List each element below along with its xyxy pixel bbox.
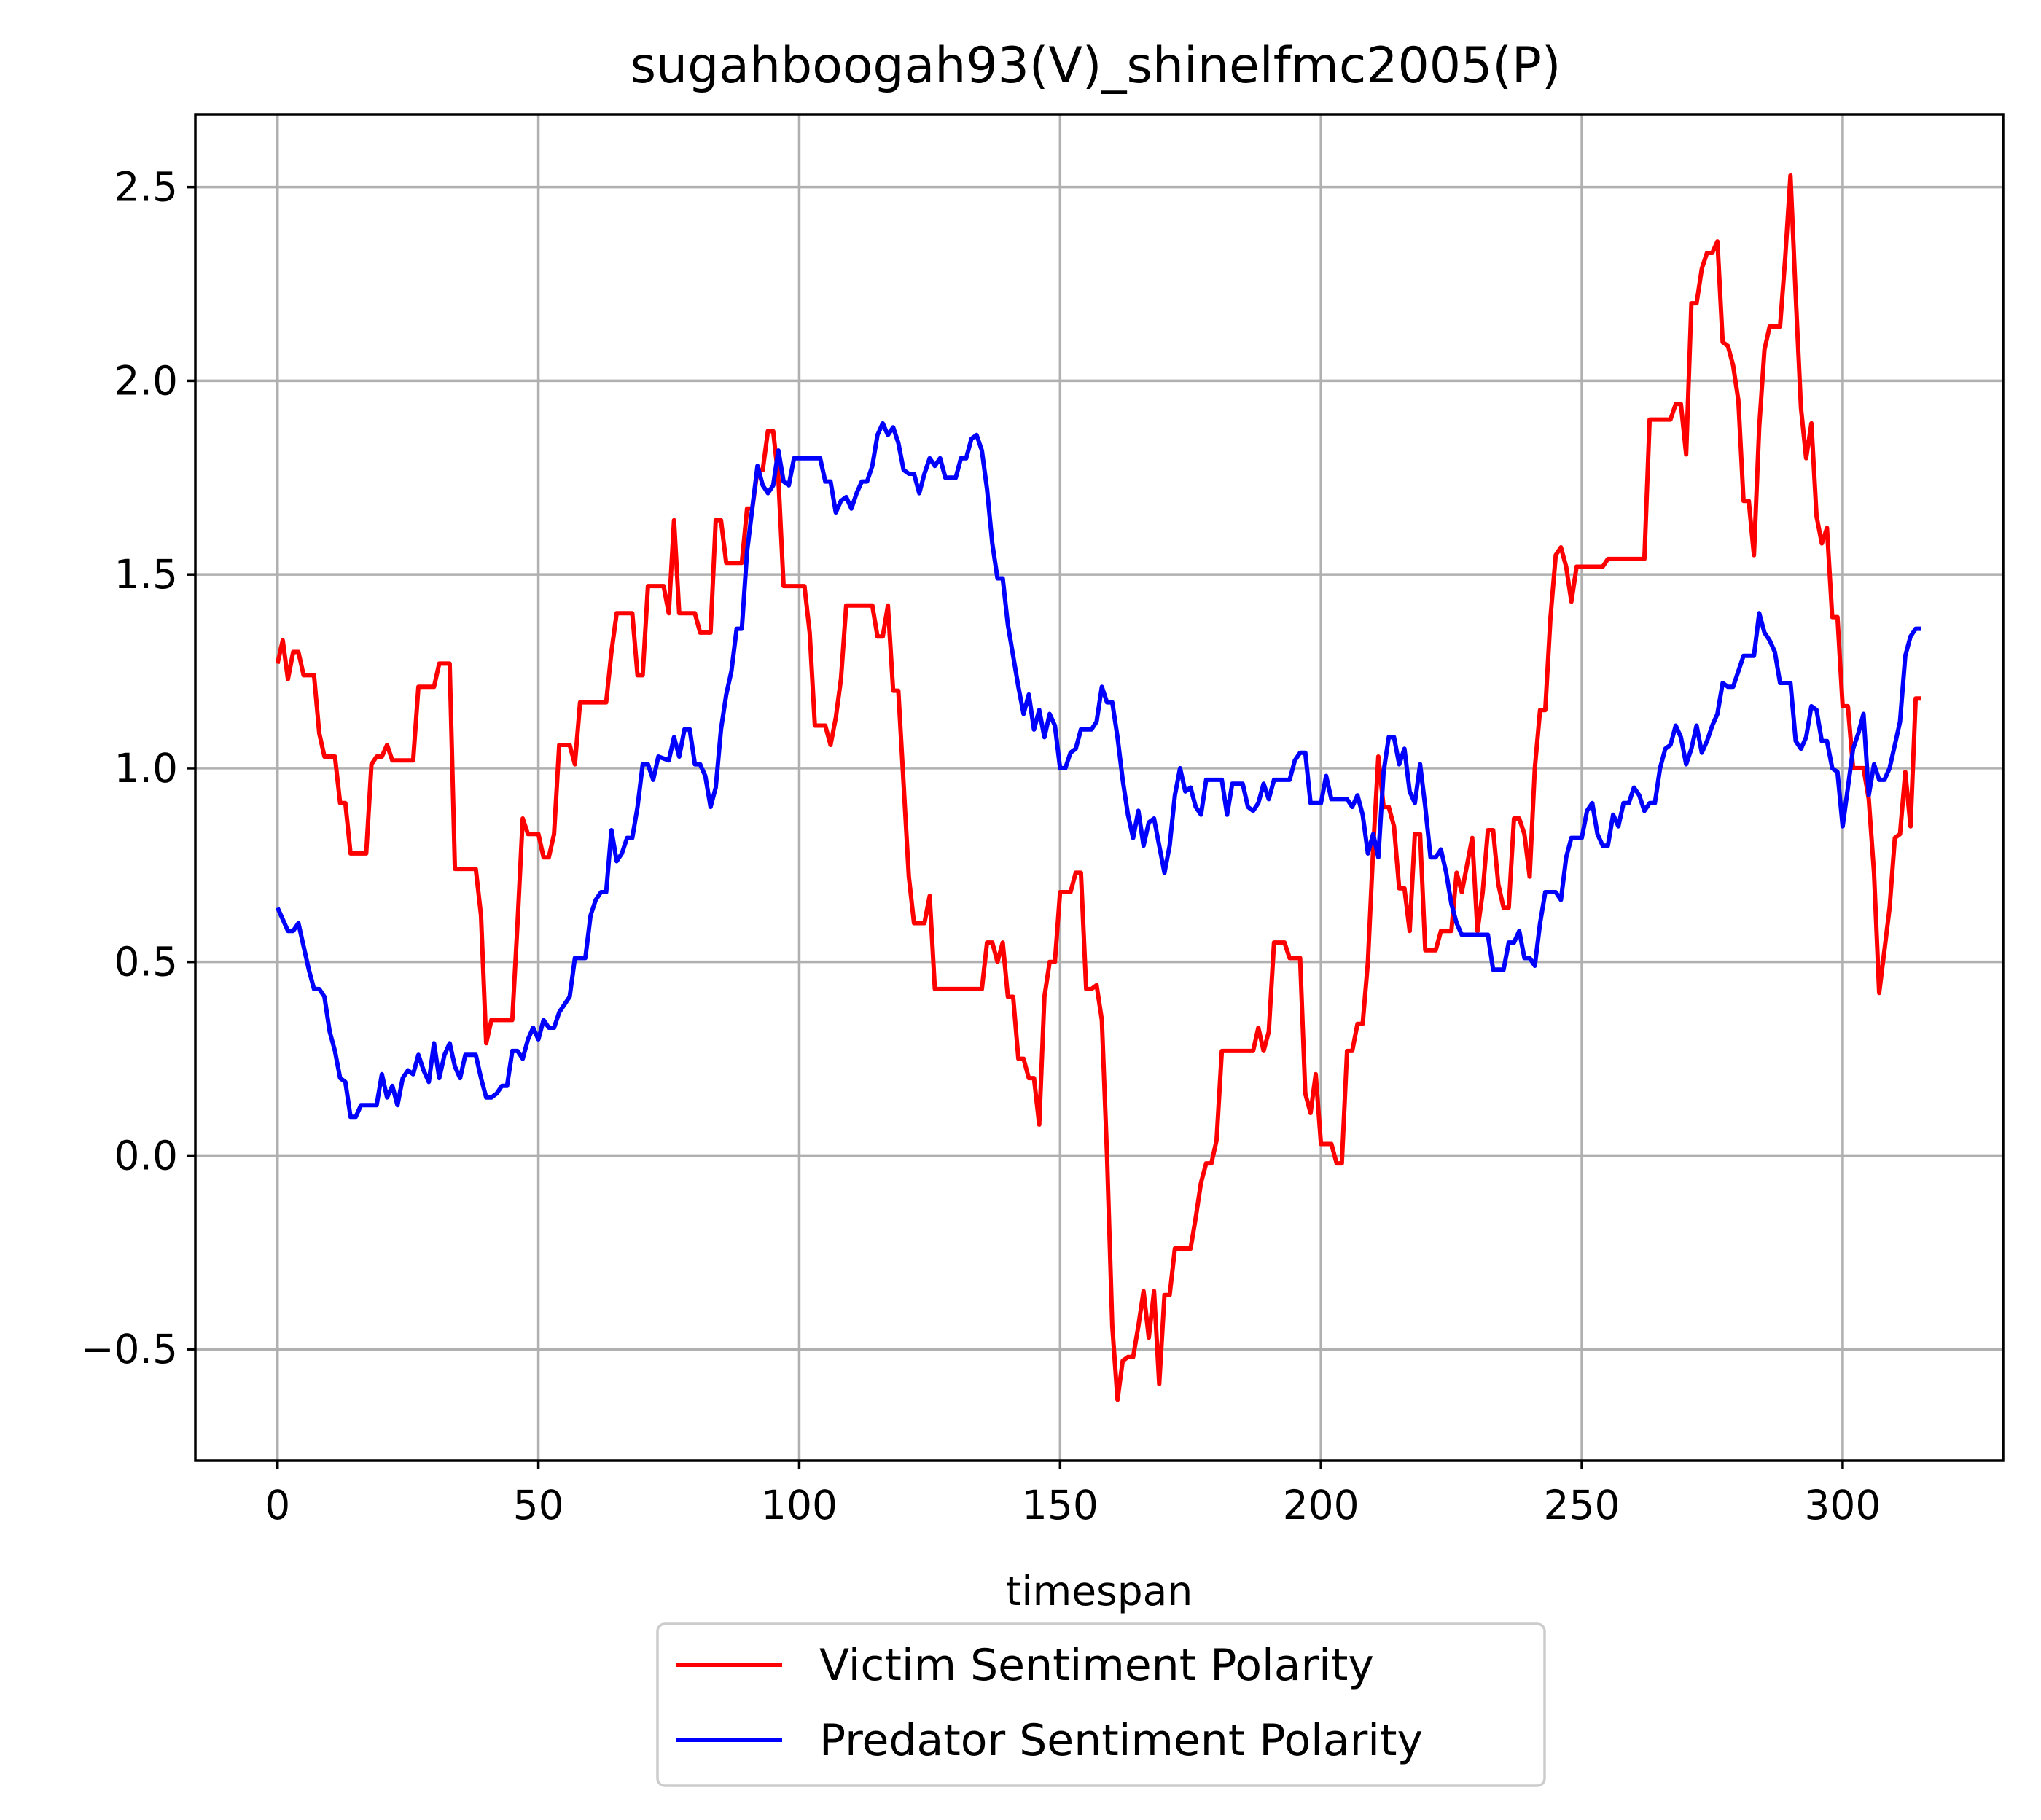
x-tick-label: 250 (1544, 1482, 1620, 1528)
plot-area-frame (194, 113, 2005, 1462)
x-tick-label: 200 (1283, 1482, 1359, 1528)
legend-label-victim: Victim Sentiment Polarity (819, 1640, 1374, 1691)
chart-title: sugahboogah93(V)_shinelfmc2005(P) (631, 37, 1561, 95)
x-tick-label: 0 (265, 1482, 290, 1528)
series-line-predator (275, 421, 1921, 1120)
x-axis-ticks: 0 50 100 150 200 250 300 (265, 1461, 1881, 1528)
x-tick-label: 300 (1804, 1482, 1881, 1528)
x-tick-label: 100 (761, 1482, 838, 1528)
x-tick-label: 50 (513, 1482, 564, 1528)
legend-label-predator: Predator Sentiment Polarity (819, 1715, 1423, 1766)
x-axis-label: timespan (1006, 1568, 1193, 1614)
grid-lines (195, 114, 2003, 1461)
y-tick-label: −0.5 (80, 1326, 178, 1372)
y-tick-label: 1.0 (114, 745, 178, 792)
x-tick-label: 150 (1022, 1482, 1098, 1528)
legend: Victim Sentiment Polarity Predator Senti… (656, 1622, 1546, 1787)
y-tick-label: 0.5 (114, 939, 178, 985)
y-tick-label: 2.0 (114, 357, 178, 404)
series-line-victim (275, 173, 1921, 1402)
y-tick-label: 0.0 (114, 1132, 178, 1179)
y-tick-label: 1.5 (114, 551, 178, 598)
y-axis-ticks: −0.5 0.0 0.5 1.0 1.5 2.0 2.5 (80, 164, 195, 1372)
legend-frame (656, 1622, 1546, 1787)
y-tick-label: 2.5 (114, 164, 178, 211)
series-layer (275, 173, 1921, 1402)
